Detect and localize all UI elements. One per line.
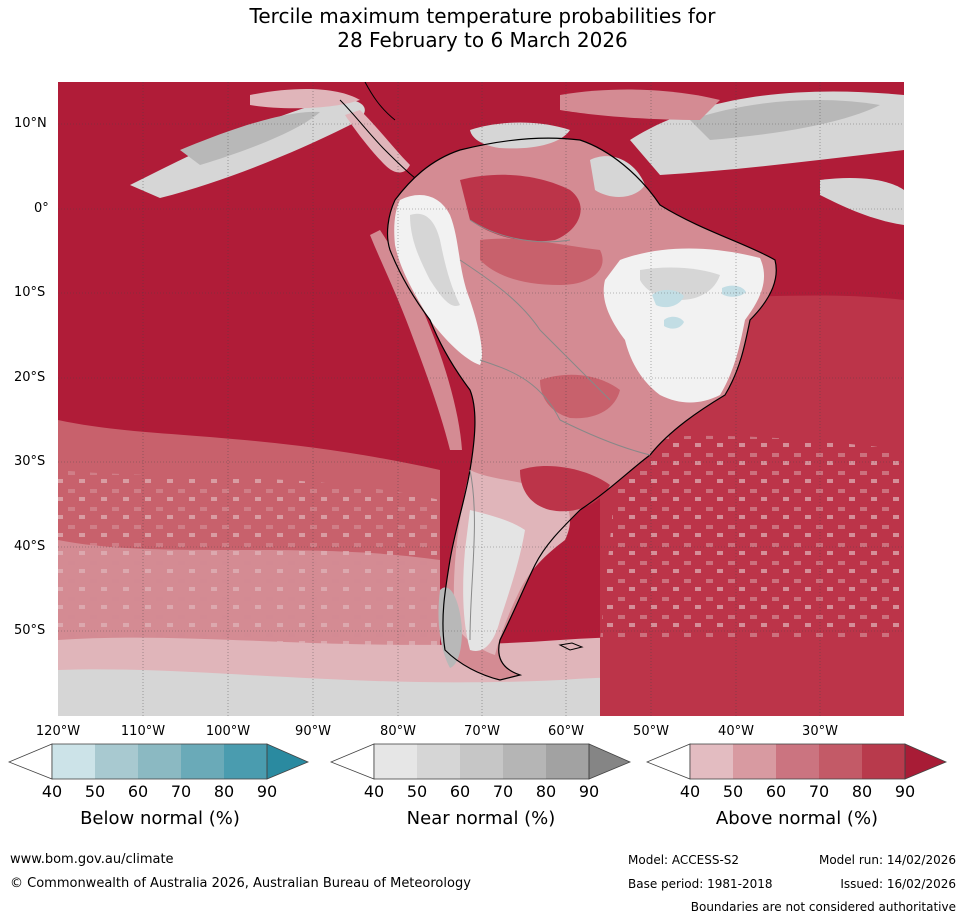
north-atlantic-pink [560, 89, 720, 120]
colorbar-above-normal [646, 743, 948, 780]
colorbar-near-seg-6 [588, 743, 632, 780]
lon-label-40w: 40°W [718, 724, 754, 739]
above-tick-60: 60 [765, 782, 787, 801]
colorbar-above-seg-4 [819, 744, 862, 779]
falkland-islands [558, 642, 584, 651]
lon-label-110w: 110°W [120, 724, 166, 739]
mid-atlantic-gray [820, 178, 904, 225]
footer-issued: Issued: 16/02/2026 [840, 877, 956, 891]
colorbar-near-seg-2 [417, 744, 460, 779]
below-tick-80: 80 [213, 782, 235, 801]
near-tick-90: 90 [578, 782, 600, 801]
brazil-below-normal-2 [722, 285, 746, 297]
lon-label-50w: 50°W [633, 724, 669, 739]
patagonia-gray [463, 510, 525, 651]
lon-label-90w: 90°W [295, 724, 331, 739]
colorbar-above-seg-5 [862, 744, 905, 779]
north-pacific-light [250, 88, 360, 109]
above-tick-50: 50 [722, 782, 744, 801]
country-borders [459, 219, 651, 641]
footer-copyright: © Commonwealth of Australia 2026, Austra… [10, 876, 471, 891]
footer-base-period: Base period: 1981-2018 [628, 877, 773, 891]
below-tick-60: 60 [127, 782, 149, 801]
colorbar-title-above: Above normal (%) [715, 808, 879, 829]
andes-gray [410, 213, 460, 306]
above-tick-80: 80 [851, 782, 873, 801]
near-tick-60: 60 [449, 782, 471, 801]
brazil-below-normal-1 [652, 289, 684, 308]
near-tick-40: 40 [363, 782, 385, 801]
colorbar-near-seg-5 [546, 744, 589, 779]
south-atlantic-patches [600, 435, 904, 640]
lat-label-50s: 50°S [14, 623, 46, 638]
near-tick-80: 80 [535, 782, 557, 801]
colorbar-title-near: Near normal (%) [406, 808, 556, 829]
colorbar-above-seg-2 [733, 744, 776, 779]
pampas-dark [520, 465, 610, 512]
central-america-coastline [339, 82, 416, 179]
lon-label-120w: 120°W [35, 724, 81, 739]
colorbar-below-seg-2 [95, 744, 138, 779]
near-tick-70: 70 [492, 782, 514, 801]
south-america-coastline [386, 137, 777, 681]
lat-label-10s: 10°S [14, 285, 46, 300]
lon-label-70w: 70°W [464, 724, 500, 739]
footer-model: Model: ACCESS-S2 [628, 853, 740, 867]
footer-website: www.bom.gov.au/climate [10, 852, 174, 867]
colorbar-near-seg-1 [374, 744, 417, 779]
colorbar-near-seg-4 [503, 744, 546, 779]
guiana-gray [590, 156, 645, 197]
below-tick-90: 90 [256, 782, 278, 801]
north-atlantic-darkgray [690, 100, 880, 140]
colorbar-below-seg-5 [224, 744, 267, 779]
lon-label-30w: 30°W [802, 724, 838, 739]
colorbar-below-seg-0 [8, 743, 53, 780]
colorbar-above-seg-6 [904, 743, 948, 780]
north-pacific-darkgray [180, 111, 320, 165]
colorbar-near-normal [330, 743, 632, 780]
colorbar-below-seg-6 [266, 743, 310, 780]
below-tick-40: 40 [41, 782, 63, 801]
lat-label-20s: 20°S [14, 370, 46, 385]
below-tick-50: 50 [84, 782, 106, 801]
caribbean-gray [470, 122, 570, 149]
colorbar-below-seg-4 [181, 744, 224, 779]
chaco-mid [540, 374, 620, 419]
amazon-band [480, 238, 603, 285]
above-tick-90: 90 [894, 782, 916, 801]
colorbar-below-seg-3 [138, 744, 181, 779]
lat-label-40s: 40°S [14, 539, 46, 554]
above-tick-70: 70 [808, 782, 830, 801]
near-tick-50: 50 [406, 782, 428, 801]
colorbar-near-seg-3 [460, 744, 503, 779]
lon-label-60w: 60°W [548, 724, 584, 739]
colorbar-below-normal [8, 743, 310, 780]
colorbar-near-seg-0 [330, 743, 375, 780]
lon-label-100w: 100°W [205, 724, 251, 739]
colorbar-above-seg-0 [646, 743, 691, 780]
graticule [58, 82, 904, 716]
title-line-2: 28 February to 6 March 2026 [337, 28, 628, 52]
brazil-below-normal-3 [664, 316, 684, 329]
lat-label-30s: 30°S [14, 454, 46, 469]
footer-disclaimer: Boundaries are not considered authoritat… [690, 900, 956, 914]
amazon-dark [460, 174, 581, 242]
lat-label-0: 0° [34, 201, 49, 216]
colorbar-above-seg-3 [776, 744, 819, 779]
chart-title: Tercile maximum temperature probabilitie… [0, 4, 965, 52]
lat-label-10n: 10°N [14, 116, 47, 131]
below-tick-70: 70 [170, 782, 192, 801]
coastal-pacific-strip [370, 230, 462, 450]
colorbar-below-seg-1 [52, 744, 95, 779]
footer-model-run: Model run: 14/02/2026 [818, 853, 956, 867]
above-tick-40: 40 [679, 782, 701, 801]
central-america-light [345, 110, 410, 173]
colorbar-title-below: Below normal (%) [80, 808, 240, 829]
title-line-1: Tercile maximum temperature probabilitie… [249, 4, 716, 28]
lon-label-80w: 80°W [380, 724, 416, 739]
colorbar-above-seg-1 [690, 744, 733, 779]
brazil-neutral-region [603, 248, 765, 403]
